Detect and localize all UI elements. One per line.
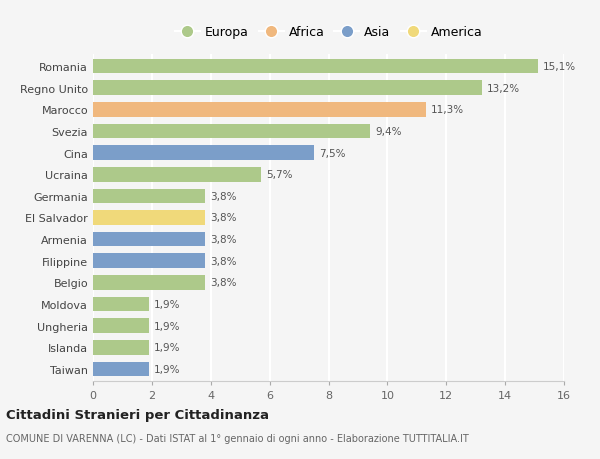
Text: 3,8%: 3,8% bbox=[210, 256, 236, 266]
Bar bbox=[93, 254, 205, 269]
Bar bbox=[93, 146, 314, 161]
Bar bbox=[93, 60, 538, 74]
Legend: Europa, Africa, Asia, America: Europa, Africa, Asia, America bbox=[171, 22, 486, 43]
Text: Cittadini Stranieri per Cittadinanza: Cittadini Stranieri per Cittadinanza bbox=[6, 408, 269, 421]
Text: 11,3%: 11,3% bbox=[431, 105, 464, 115]
Text: COMUNE DI VARENNA (LC) - Dati ISTAT al 1° gennaio di ogni anno - Elaborazione TU: COMUNE DI VARENNA (LC) - Dati ISTAT al 1… bbox=[6, 433, 469, 442]
Bar bbox=[93, 103, 425, 118]
Text: 1,9%: 1,9% bbox=[154, 364, 181, 374]
Bar bbox=[93, 81, 482, 96]
Bar bbox=[93, 362, 149, 376]
Text: 3,8%: 3,8% bbox=[210, 191, 236, 202]
Bar bbox=[93, 232, 205, 247]
Text: 3,8%: 3,8% bbox=[210, 278, 236, 288]
Bar bbox=[93, 340, 149, 355]
Text: 1,9%: 1,9% bbox=[154, 299, 181, 309]
Bar bbox=[93, 211, 205, 225]
Text: 3,8%: 3,8% bbox=[210, 213, 236, 223]
Text: 5,7%: 5,7% bbox=[266, 170, 293, 180]
Text: 1,9%: 1,9% bbox=[154, 321, 181, 331]
Text: 3,8%: 3,8% bbox=[210, 235, 236, 245]
Text: 1,9%: 1,9% bbox=[154, 342, 181, 353]
Bar bbox=[93, 319, 149, 333]
Bar bbox=[93, 275, 205, 290]
Bar bbox=[93, 124, 370, 139]
Text: 9,4%: 9,4% bbox=[375, 127, 401, 137]
Text: 15,1%: 15,1% bbox=[543, 62, 576, 72]
Bar bbox=[93, 297, 149, 312]
Bar bbox=[93, 189, 205, 204]
Text: 7,5%: 7,5% bbox=[319, 148, 346, 158]
Text: 13,2%: 13,2% bbox=[487, 84, 520, 94]
Bar bbox=[93, 168, 261, 182]
